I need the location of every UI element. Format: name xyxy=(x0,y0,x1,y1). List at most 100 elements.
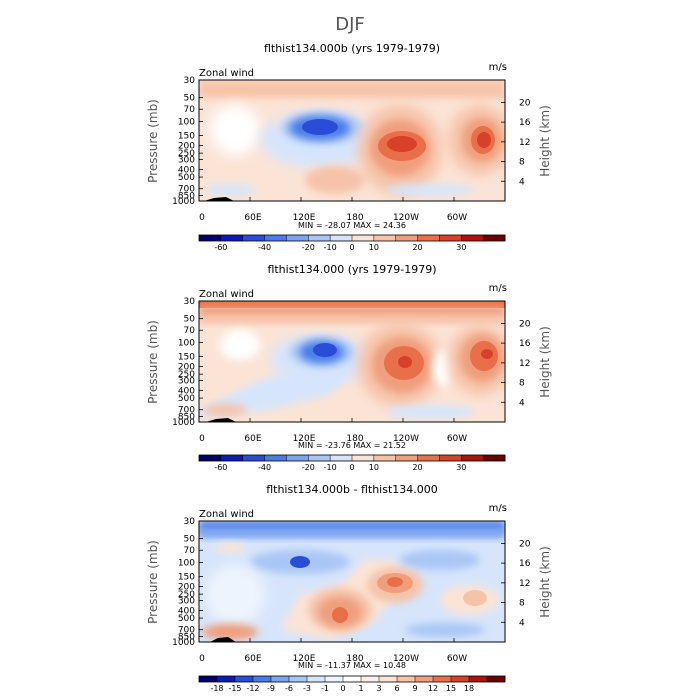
colorbar-tick-label: -20 xyxy=(302,463,315,472)
colorbar-swatch xyxy=(308,235,331,241)
panel-1-y-axis-right-title: Height (km) xyxy=(538,105,552,176)
colorbar-swatch xyxy=(307,676,326,682)
panel-1-colorbar: -60 -40 -20 -10 0 10 20 30 xyxy=(198,234,506,252)
longitude-tick-label: 180 xyxy=(346,654,363,664)
longitude-tick-label: 60W xyxy=(447,654,467,664)
panel-3-contour-field xyxy=(199,521,505,642)
longitude-tick-label: 180 xyxy=(346,434,363,444)
longitude-tick-label: 120E xyxy=(293,434,316,444)
colorbar-swatch xyxy=(397,676,416,682)
colorbar-swatch xyxy=(352,455,375,461)
colorbar-tick-label: -10 xyxy=(324,243,337,252)
longitude-tick-label: 120E xyxy=(293,213,316,223)
pressure-tick-label: 500 xyxy=(178,614,195,624)
colorbar-swatch xyxy=(461,455,484,461)
colorbar-swatch xyxy=(483,235,506,241)
height-tick-label: 4 xyxy=(519,398,525,408)
colorbar-tick-label: 20 xyxy=(412,243,422,252)
colorbar-tick-label: 0 xyxy=(349,463,354,472)
colorbar-tick-label: -60 xyxy=(214,463,227,472)
pressure-tick-label: 700 xyxy=(178,626,195,636)
panel-1-title: flthist134.000b (yrs 1979-1979) xyxy=(264,42,440,55)
colorbar-swatch xyxy=(242,235,265,241)
colorbar-swatch xyxy=(469,676,488,682)
panel-2-contour-field xyxy=(199,301,505,422)
panel-1-units-label: m/s xyxy=(489,62,507,73)
longitude-tick-label: 60W xyxy=(447,434,467,444)
colorbar-swatch xyxy=(286,235,309,241)
colorbar-tick-label: 18 xyxy=(464,684,474,693)
colorbar-swatch xyxy=(433,676,452,682)
colorbar-swatch xyxy=(264,235,287,241)
colorbar-tick-label: -18 xyxy=(210,684,223,693)
height-tick-label: 16 xyxy=(519,559,531,569)
panel-3-colorbar: -18 -15 -12 -9 -6 -3 -1 0 1 3 6 9 12 15 18 xyxy=(198,675,506,693)
panel-2-minmax: MIN = -23.76 MAX = 21.52 xyxy=(298,441,406,450)
panel-1-contour-field xyxy=(199,80,505,201)
pressure-tick-label: 150 xyxy=(178,573,195,583)
colorbar-swatch xyxy=(379,676,398,682)
panel-2-title: flthist134.000 (yrs 1979-1979) xyxy=(267,263,436,276)
longitude-tick-label: 120W xyxy=(393,434,419,444)
pressure-tick-label: 30 xyxy=(184,517,196,527)
panel-3-variable-label: Zonal wind xyxy=(199,509,254,520)
pressure-tick-label: 300 xyxy=(178,155,195,165)
colorbar-swatch xyxy=(373,235,397,241)
colorbar-swatch xyxy=(242,455,265,461)
colorbar-swatch xyxy=(199,235,222,241)
longitude-tick-label: 0 xyxy=(199,434,205,444)
colorbar-swatch xyxy=(264,455,287,461)
colorbar-tick-label: 12 xyxy=(428,684,438,693)
colorbar-tick-label: 10 xyxy=(369,463,379,472)
pressure-tick-label: 850 xyxy=(178,412,195,422)
panel-2-variable-label: Zonal wind xyxy=(199,289,254,300)
colorbar-swatch xyxy=(308,455,331,461)
panel-2: flthist134.000 (yrs 1979-1979) Zonal win… xyxy=(146,263,552,472)
pressure-tick-label: 200 xyxy=(178,141,195,151)
pressure-tick-label: 850 xyxy=(178,191,195,201)
colorbar-swatch xyxy=(199,455,222,461)
longitude-tick-label: 60E xyxy=(244,213,261,223)
height-tick-label: 12 xyxy=(519,359,530,369)
colorbar-tick-label: 0 xyxy=(349,243,354,252)
colorbar-swatch xyxy=(483,455,506,461)
pressure-tick-label: 250 xyxy=(178,370,195,380)
colorbar-tick-label: -10 xyxy=(324,463,337,472)
pressure-tick-label: 100 xyxy=(178,559,195,569)
panel-1-y-axis-title: Pressure (mb) xyxy=(146,99,160,183)
longitude-tick-label: 180 xyxy=(346,213,363,223)
colorbar-tick-label: -12 xyxy=(246,684,259,693)
colorbar-swatch xyxy=(289,676,308,682)
panel-3: flthist134.000b - flthist134.000 Zonal w… xyxy=(146,483,552,693)
colorbar-swatch xyxy=(395,455,418,461)
height-tick-label: 16 xyxy=(519,339,531,349)
pressure-tick-label: 50 xyxy=(184,94,196,104)
panel-2-y-axis-right-title: Height (km) xyxy=(538,326,552,397)
panel-1-x-axis: 0 60E 120E 180 120W 60W xyxy=(198,197,467,223)
panel-3-minmax: MIN = -11.37 MAX = 10.48 xyxy=(298,661,406,670)
pressure-tick-label: 250 xyxy=(178,590,195,600)
colorbar-swatch xyxy=(286,455,309,461)
colorbar-swatch xyxy=(325,676,344,682)
colorbar-tick-label: 3 xyxy=(376,684,381,693)
colorbar-swatch xyxy=(415,676,434,682)
colorbar-swatch xyxy=(451,676,470,682)
pressure-tick-label: 1000 xyxy=(172,197,195,207)
colorbar-swatch xyxy=(271,676,290,682)
height-tick-label: 20 xyxy=(519,319,531,329)
pressure-tick-label: 400 xyxy=(178,165,195,175)
height-tick-label: 4 xyxy=(519,177,525,187)
colorbar-tick-label: 6 xyxy=(394,684,399,693)
longitude-tick-label: 120E xyxy=(293,654,316,664)
pressure-tick-label: 400 xyxy=(178,386,195,396)
pressure-tick-label: 500 xyxy=(178,173,195,183)
colorbar-tick-label: 30 xyxy=(456,243,466,252)
panel-3-units-label: m/s xyxy=(489,503,507,514)
longitude-tick-label: 60E xyxy=(244,434,261,444)
panel-2-colorbar: -60 -40 -20 -10 0 10 20 30 xyxy=(198,454,506,472)
colorbar-tick-label: 9 xyxy=(412,684,417,693)
colorbar-swatch xyxy=(253,676,272,682)
height-tick-label: 12 xyxy=(519,579,530,589)
